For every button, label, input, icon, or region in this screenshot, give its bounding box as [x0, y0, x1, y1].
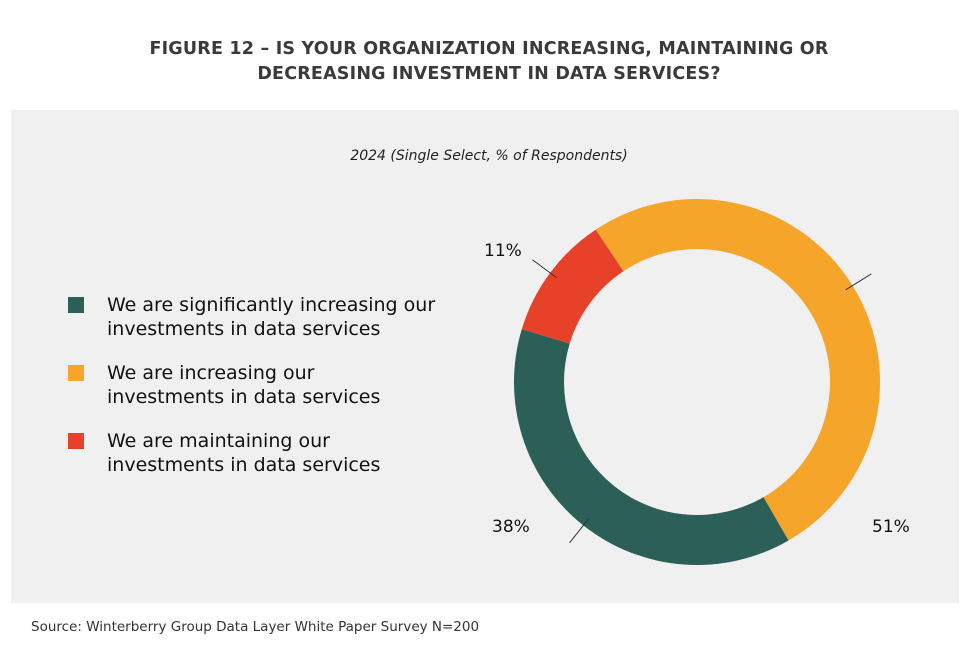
legend-item-maintaining: We are maintaining our investments in da…: [68, 429, 437, 477]
legend-swatch: [68, 297, 84, 313]
title-line-2: DECREASING INVESTMENT IN DATA SERVICES?: [257, 64, 721, 84]
data-label-maintaining: 11%: [484, 241, 522, 261]
legend-item-increasing: We are increasing our investments in dat…: [68, 361, 437, 409]
donut-slice-significantly-increasing: [514, 329, 789, 565]
leader-line-increasing: [845, 273, 872, 291]
source-note: Source: Winterberry Group Data Layer Whi…: [31, 619, 480, 635]
donut-slice-maintaining: [521, 229, 624, 344]
leader-line-significantly-increasing: [569, 518, 589, 543]
leader-line-maintaining: [532, 259, 557, 279]
donut-slice-increasing: [595, 199, 880, 541]
legend-swatch: [68, 433, 84, 449]
chart-subtitle: 2024 (Single Select, % of Respondents): [350, 148, 628, 164]
title-line-1: FIGURE 12 – IS YOUR ORGANIZATION INCREAS…: [149, 39, 829, 59]
legend-label: We are maintaining our investments in da…: [107, 430, 381, 476]
legend-item-significantly-increasing: We are significantly increasing our inve…: [68, 293, 437, 341]
figure-title: FIGURE 12 – IS YOUR ORGANIZATION INCREAS…: [0, 37, 978, 87]
legend-label: We are significantly increasing our inve…: [107, 294, 436, 340]
data-label-increasing: 51%: [872, 517, 910, 537]
legend-label: We are increasing our investments in dat…: [107, 362, 381, 408]
legend-swatch: [68, 365, 84, 381]
data-label-significantly-increasing: 38%: [492, 517, 530, 537]
